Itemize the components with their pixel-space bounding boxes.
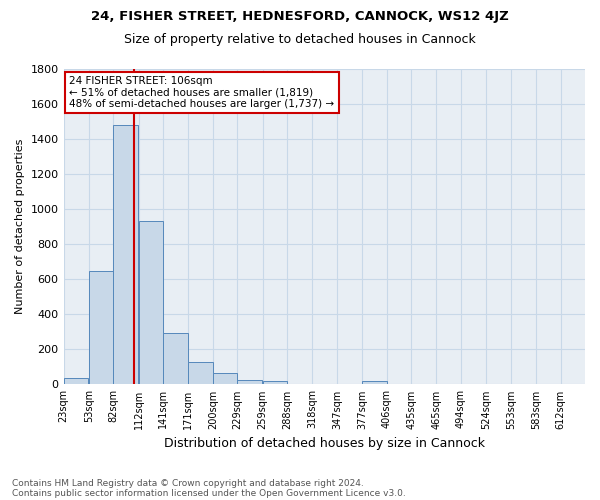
Text: Size of property relative to detached houses in Cannock: Size of property relative to detached ho… bbox=[124, 32, 476, 46]
Bar bbox=[362, 381, 387, 384]
Text: Contains public sector information licensed under the Open Government Licence v3: Contains public sector information licen… bbox=[12, 488, 406, 498]
Text: 24, FISHER STREET, HEDNESFORD, CANNOCK, WS12 4JZ: 24, FISHER STREET, HEDNESFORD, CANNOCK, … bbox=[91, 10, 509, 23]
Bar bbox=[213, 373, 238, 384]
Bar bbox=[163, 332, 188, 384]
Bar bbox=[89, 272, 113, 384]
Text: 24 FISHER STREET: 106sqm
← 51% of detached houses are smaller (1,819)
48% of sem: 24 FISHER STREET: 106sqm ← 51% of detach… bbox=[70, 76, 335, 109]
X-axis label: Distribution of detached houses by size in Cannock: Distribution of detached houses by size … bbox=[164, 437, 485, 450]
Text: Contains HM Land Registry data © Crown copyright and database right 2024.: Contains HM Land Registry data © Crown c… bbox=[12, 478, 364, 488]
Bar bbox=[263, 381, 287, 384]
Bar bbox=[139, 220, 163, 384]
Y-axis label: Number of detached properties: Number of detached properties bbox=[15, 139, 25, 314]
Bar bbox=[188, 362, 213, 384]
Bar bbox=[64, 378, 88, 384]
Bar bbox=[238, 380, 262, 384]
Bar bbox=[113, 125, 138, 384]
